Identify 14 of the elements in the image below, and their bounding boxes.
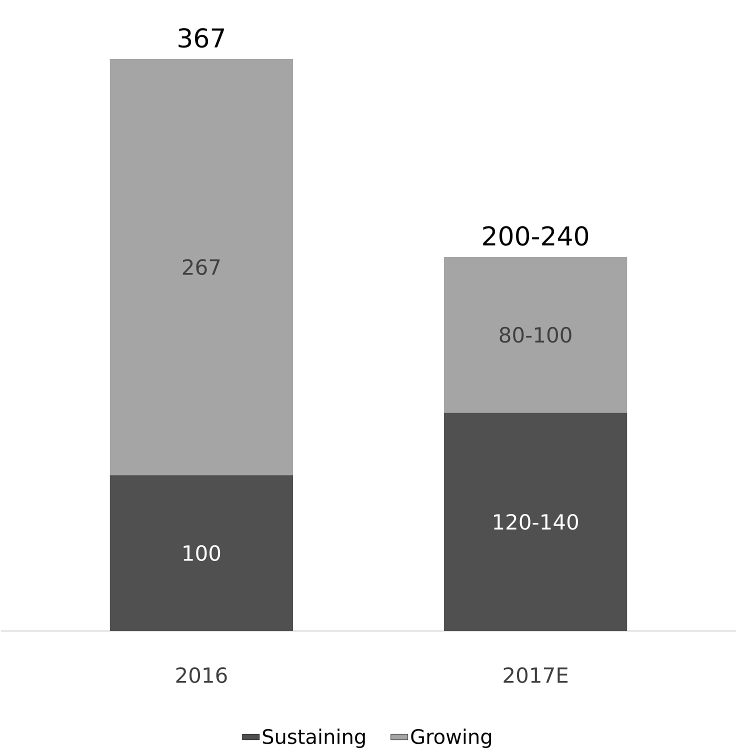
data-label: 80-100 [500, 326, 572, 343]
total-label: 200-240 [483, 226, 588, 246]
bar [444, 412, 628, 631]
data-label: 267 [182, 259, 220, 276]
legend-label: Growing [411, 728, 492, 748]
bar [444, 256, 628, 413]
legend-label: Sustaining [262, 728, 365, 748]
bar [110, 58, 293, 476]
data-label: 120-140 [494, 514, 578, 530]
bar [110, 475, 293, 631]
x-tick-label: 2017E [504, 667, 568, 684]
data-label: 100 [184, 545, 220, 562]
x-tick-label: 2016 [176, 667, 227, 684]
total-label: 367 [178, 28, 224, 48]
